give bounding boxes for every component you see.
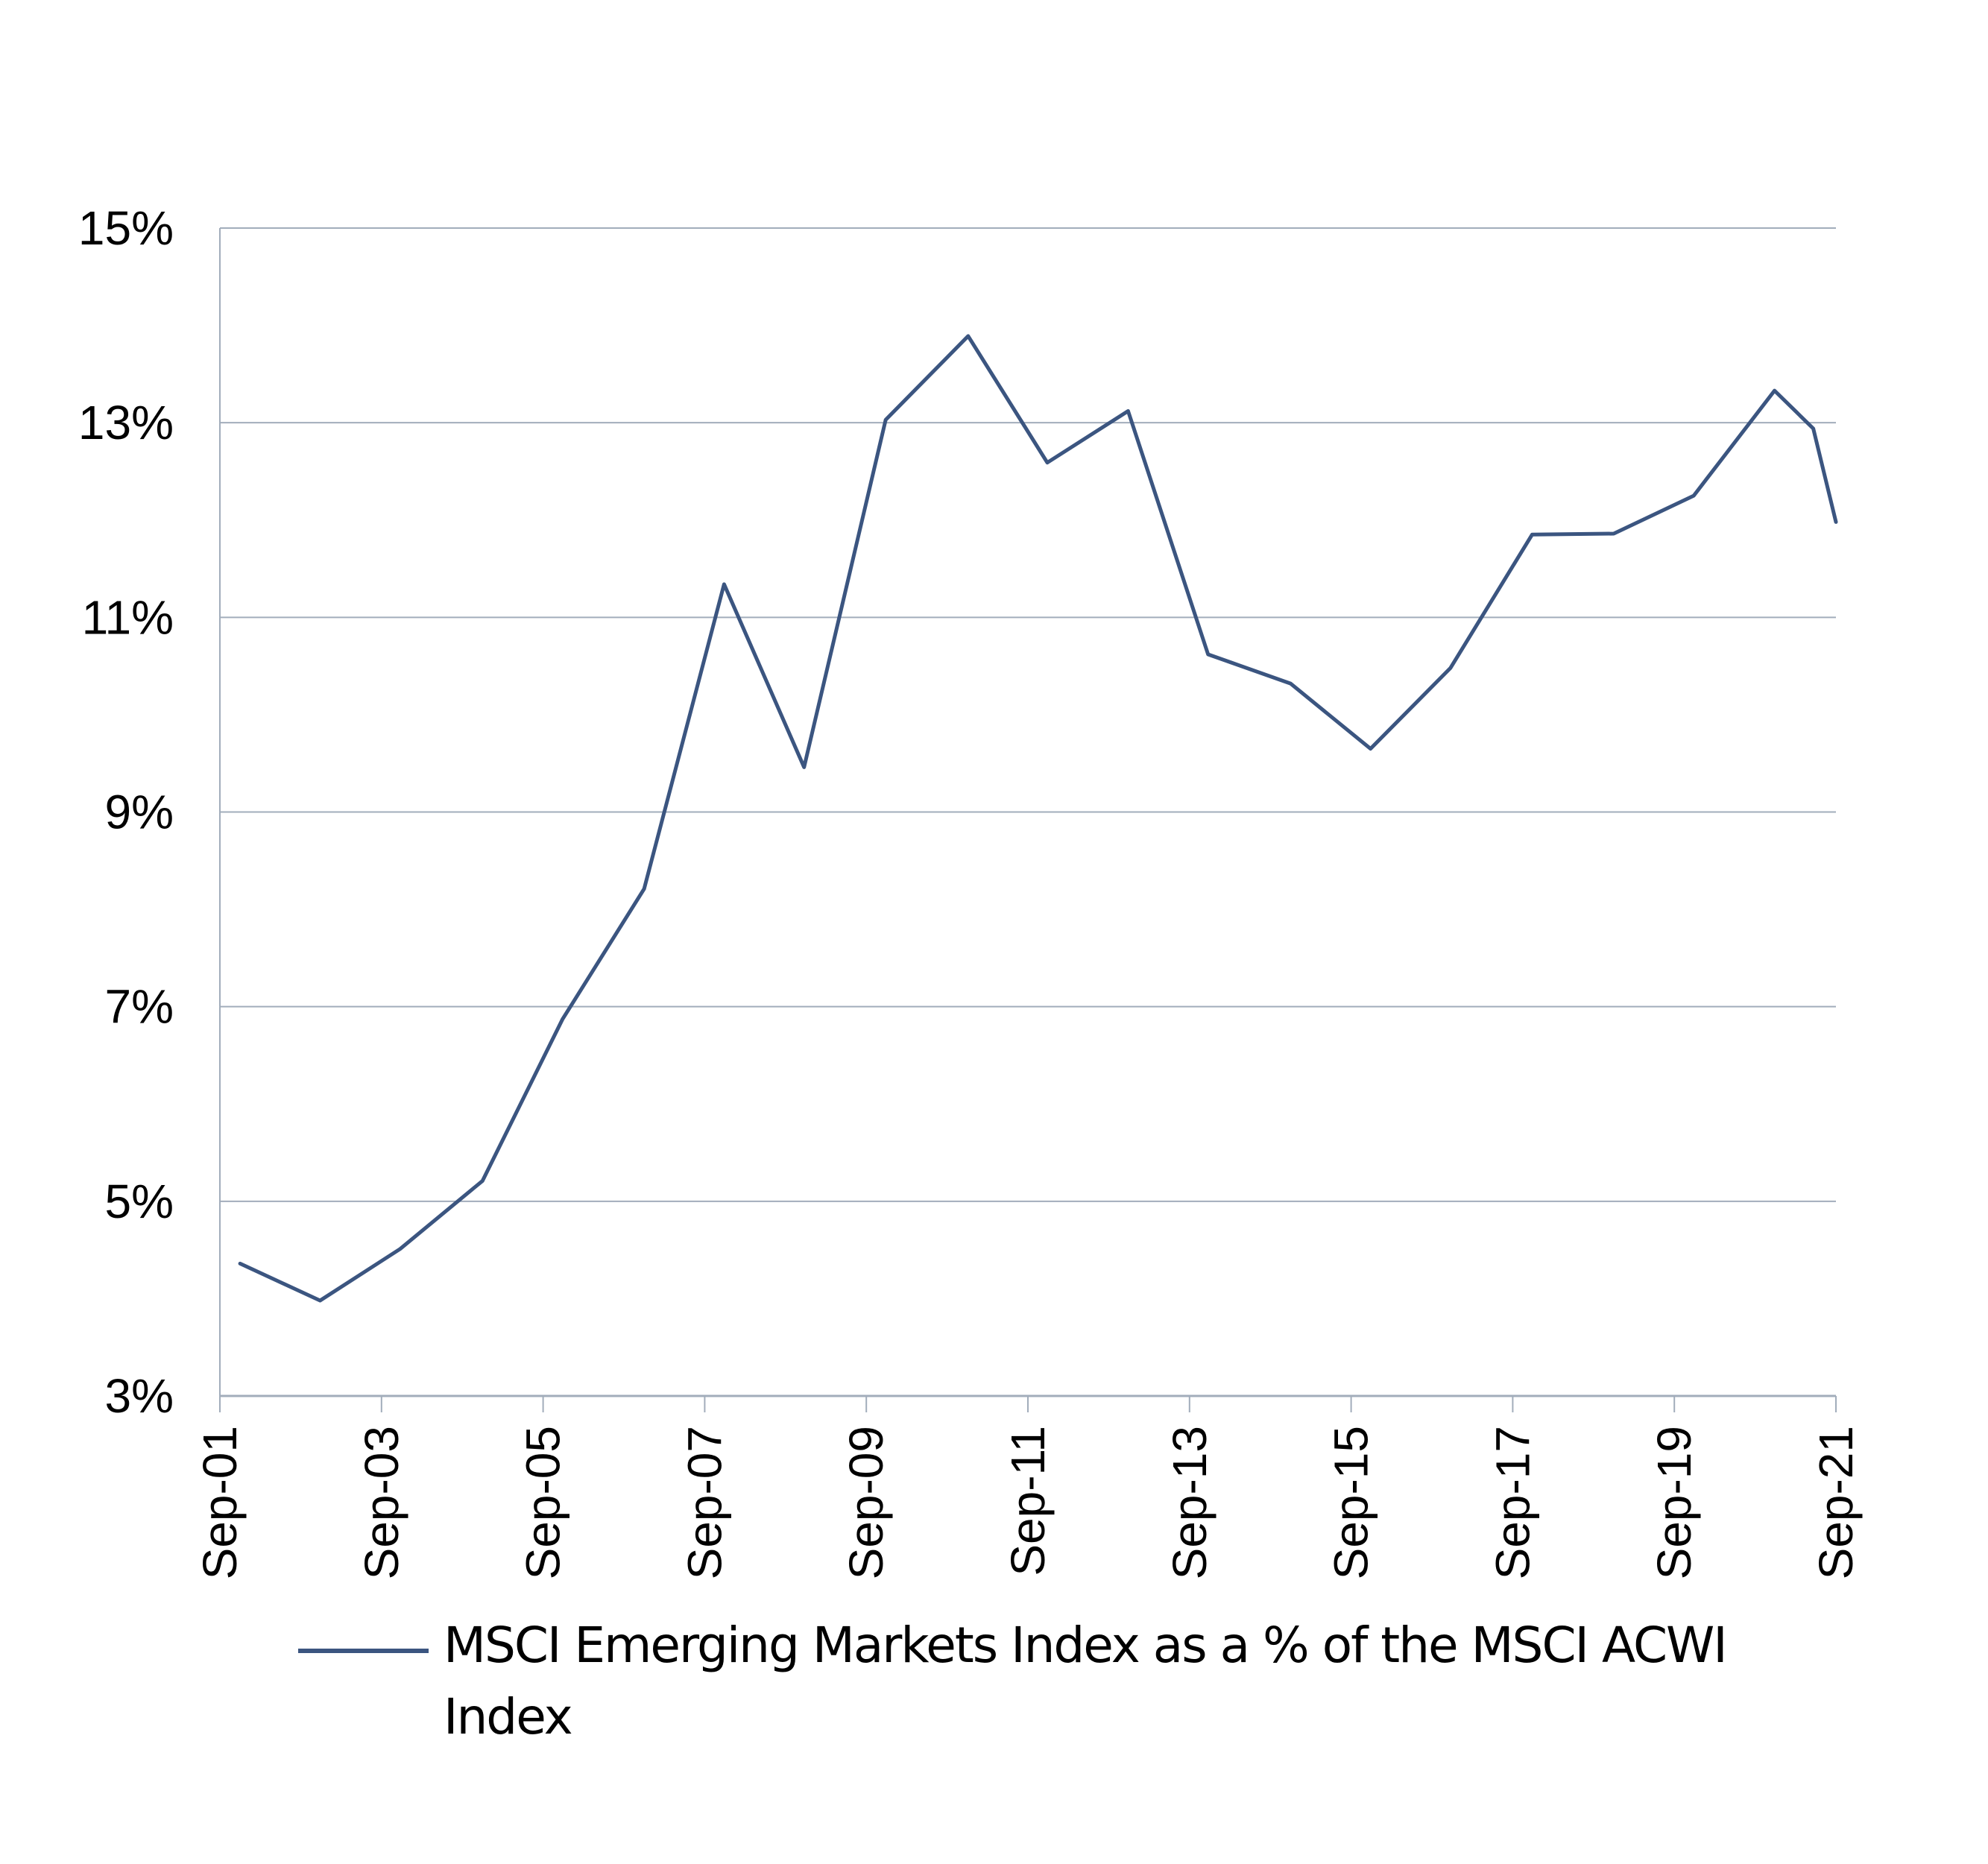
x-tick-label: Sep-19 (1647, 1426, 1701, 1579)
x-tick-label: Sep-07 (678, 1426, 731, 1579)
legend: MSCI Emerging Markets Index as a % of th… (298, 1610, 1789, 1753)
y-tick-label: 3% (105, 1369, 174, 1423)
data-point (1369, 747, 1373, 751)
y-tick-label: 11% (82, 590, 174, 644)
x-tick-label: Sep-13 (1163, 1426, 1217, 1579)
gridlines (220, 227, 1836, 1202)
y-tick-label: 9% (105, 786, 174, 839)
series-group (238, 334, 1838, 1303)
x-tick-label: Sep-11 (1001, 1426, 1055, 1576)
data-point (480, 1178, 485, 1183)
series-line-0 (238, 334, 1838, 1303)
data-point (318, 1298, 322, 1303)
x-tick-label: Sep-09 (839, 1426, 893, 1579)
x-tick-label: Sep-15 (1325, 1426, 1378, 1579)
data-point (1811, 426, 1816, 431)
y-tick-label: 15% (78, 201, 174, 255)
data-point (398, 1247, 403, 1251)
data-point (1126, 408, 1130, 413)
y-tick-label: 7% (105, 980, 174, 1034)
data-point (1612, 531, 1616, 536)
legend-line-swatch (298, 1649, 429, 1653)
data-point (1530, 532, 1534, 537)
data-point (966, 334, 971, 338)
data-point (1448, 666, 1453, 670)
data-point (642, 887, 646, 891)
data-point (722, 582, 726, 587)
x-axis-ticks: Sep-01 Sep-03 Sep-05 Sep-07 Sep-09 Sep-11 Sep-… (193, 1396, 1863, 1579)
data-point (1045, 461, 1050, 465)
data-point (561, 1017, 565, 1022)
data-point (1773, 388, 1777, 393)
y-axis-ticks: 3% 5% 7% 9% 11% 13% 15% (78, 201, 174, 1423)
data-point (1691, 493, 1696, 498)
x-tick-label: Sep-05 (517, 1426, 570, 1579)
data-point (1206, 652, 1211, 657)
data-point (1288, 681, 1293, 686)
x-tick-label: Sep-03 (355, 1426, 408, 1579)
data-point (883, 417, 888, 422)
x-tick-label: Sep-17 (1486, 1426, 1539, 1579)
data-point (1834, 519, 1838, 524)
y-tick-label: 5% (105, 1175, 174, 1228)
data-point (238, 1261, 242, 1266)
y-tick-label: 13% (78, 396, 174, 449)
legend-label: MSCI Emerging Markets Index as a % of th… (444, 1617, 1728, 1745)
data-point (802, 765, 807, 769)
x-tick-label: Sep-01 (193, 1426, 247, 1579)
x-tick-label: Sep-21 (1809, 1426, 1863, 1579)
